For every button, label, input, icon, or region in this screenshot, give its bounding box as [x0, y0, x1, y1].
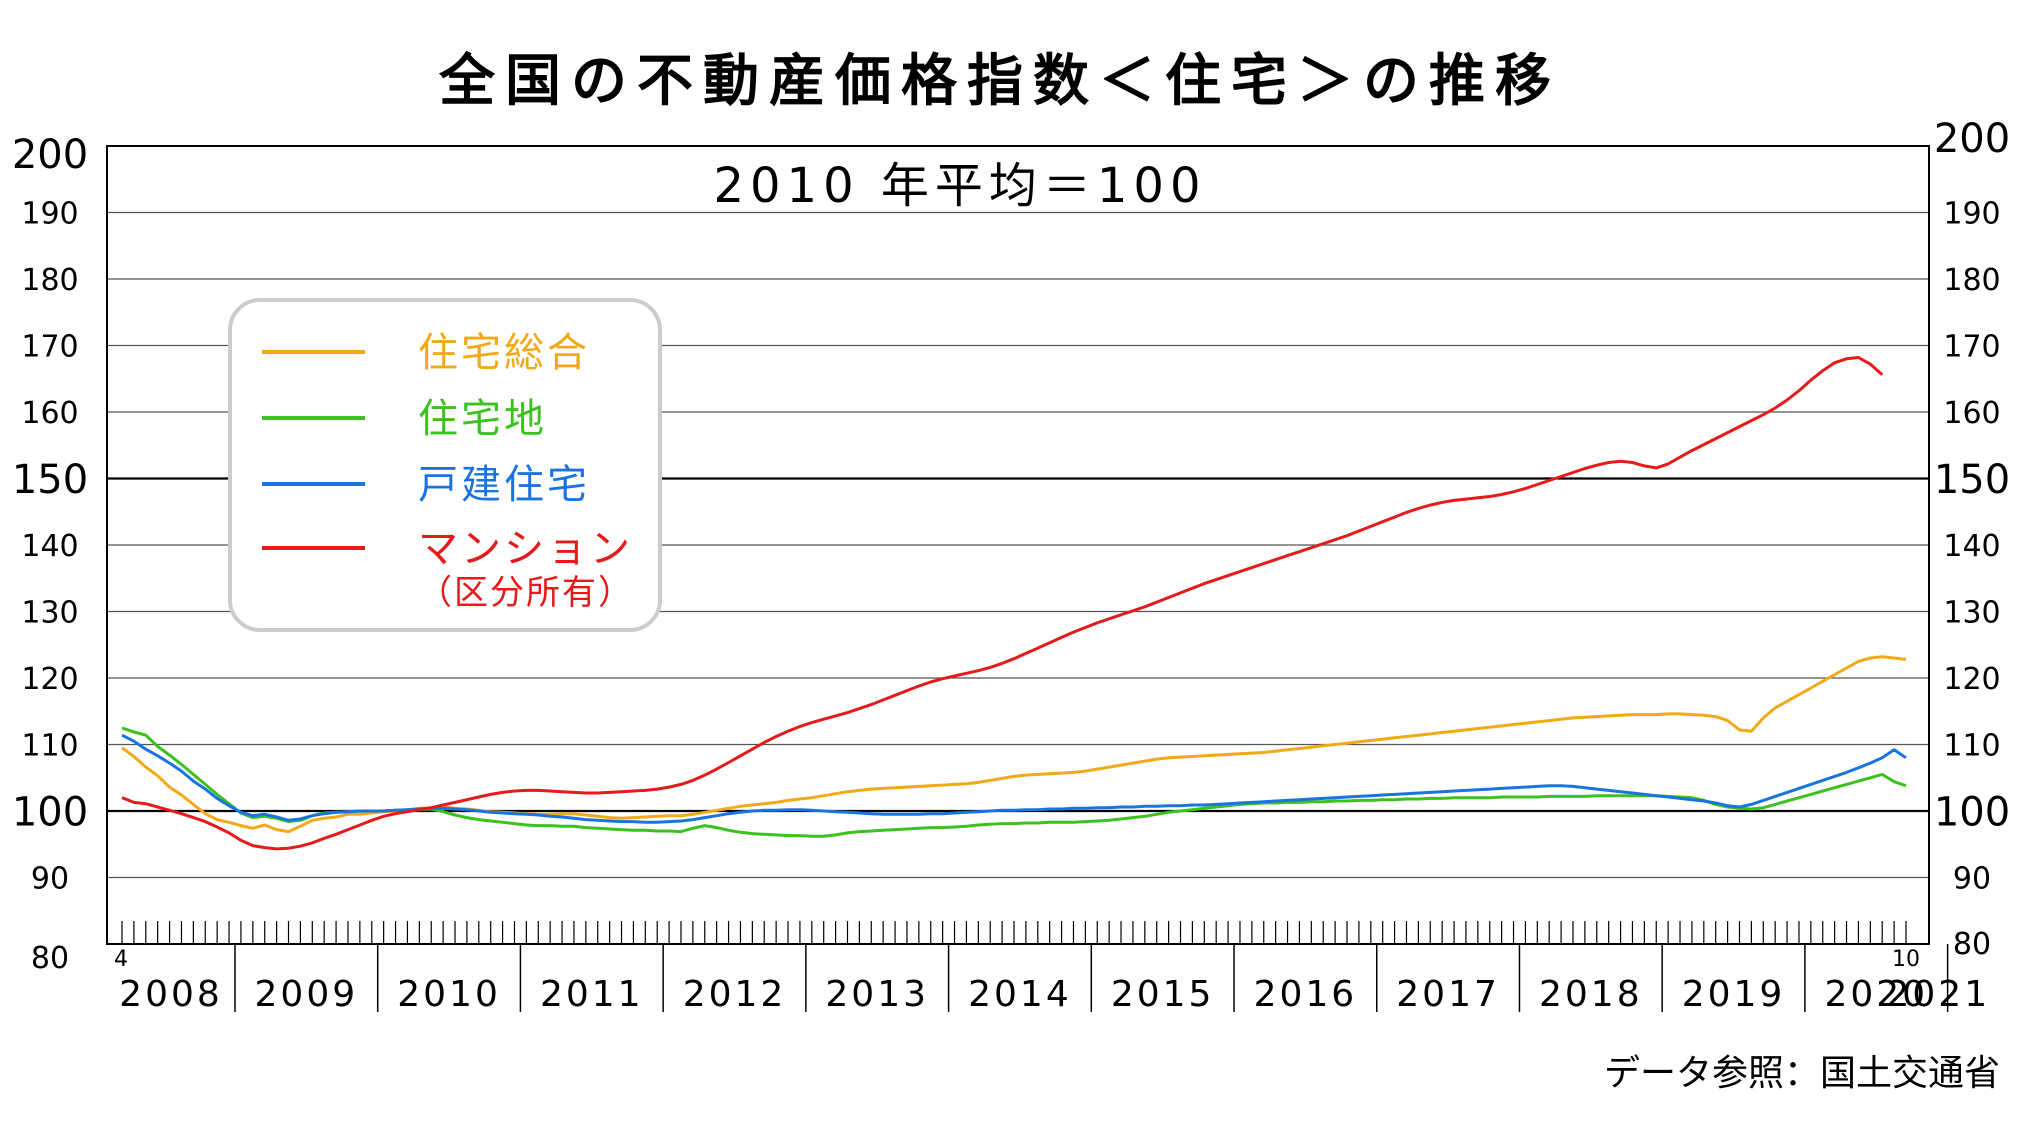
legend-label-3: 戸建住宅	[418, 462, 590, 508]
legend-label-1: 住宅総合	[418, 330, 590, 376]
right-y-axis: 80 90 100 110 120 130 140 150 160 170 180 190 200	[1934, 116, 2010, 962]
year-label-2015: 2015	[1111, 974, 1215, 1015]
y-tick-label-left-190: 190	[21, 196, 78, 231]
x-axis: 2008 2009 2010 2011 2012 2013 2014 2015 2016 2017…	[114, 921, 1991, 1015]
year-label-2011: 2011	[540, 974, 644, 1015]
source-note: データ参照：国土交通省	[1604, 1053, 2000, 1094]
y-tick-label-right-170: 170	[1943, 329, 2000, 364]
y-tick-label-right-150: 150	[1934, 457, 2010, 503]
y-tick-label-left-150: 150	[12, 457, 88, 503]
series-line-4	[121, 356, 1884, 851]
y-tick-label-right-110: 110	[1943, 728, 2000, 763]
legend-label-4: マンション	[418, 526, 633, 572]
y-tick-label-left-180: 180	[21, 263, 78, 298]
year-label-2010: 2010	[397, 974, 501, 1015]
year-label-2008: 2008	[119, 974, 223, 1015]
y-tick-label-left-200: 200	[12, 132, 88, 178]
legend-label-2: 住宅地	[418, 396, 547, 442]
y-tick-label-left-130: 130	[21, 595, 78, 630]
series-lines	[121, 356, 1907, 851]
y-tick-label-right-100: 100	[1934, 789, 2010, 835]
y-tick-label-right-80: 80	[1953, 927, 1991, 962]
year-label-2018: 2018	[1539, 974, 1643, 1015]
y-tick-label-right-160: 160	[1943, 396, 2000, 431]
year-label-2016: 2016	[1254, 974, 1358, 1015]
year-label-2009: 2009	[255, 974, 359, 1015]
y-tick-label-right-140: 140	[1943, 529, 2000, 564]
y-tick-label-left-90: 90	[31, 861, 69, 896]
y-tick-label-left-140: 140	[21, 529, 78, 564]
y-tick-label-right-90: 90	[1953, 861, 1991, 896]
y-tick-label-right-130: 130	[1943, 595, 2000, 630]
plot-frame	[106, 145, 1930, 945]
left-y-axis: 80 90 100 110 120 130 140 150 160 170 180 190 200	[12, 132, 88, 976]
start-month-label: 4	[114, 947, 128, 972]
series-line-3	[121, 733, 1907, 824]
y-tick-label-right-180: 180	[1943, 263, 2000, 298]
y-tick-label-left-170: 170	[21, 329, 78, 364]
chart-title: 全国の不動産価格指数＜住宅＞の推移	[438, 49, 1561, 114]
year-label-2021: 2021	[1887, 974, 1991, 1015]
year-label-2020: 2020	[1824, 974, 1928, 1015]
year-label-2012: 2012	[683, 974, 787, 1015]
y-tick-label-left-160: 160	[21, 396, 78, 431]
chart-subtitle: 2010 年平均＝100	[713, 158, 1206, 214]
y-tick-label-right-190: 190	[1943, 196, 2000, 231]
y-tick-label-left-100: 100	[12, 789, 88, 835]
year-label-2014: 2014	[968, 974, 1072, 1015]
year-label-2017: 2017	[1396, 974, 1500, 1015]
year-label-2013: 2013	[825, 974, 929, 1015]
y-tick-label-right-120: 120	[1943, 662, 2000, 697]
end-month-label: 10	[1892, 947, 1920, 972]
legend-sublabel-4: （区分所有）	[418, 573, 634, 613]
y-tick-label-left-80: 80	[31, 941, 69, 976]
y-tick-label-right-200: 200	[1934, 116, 2010, 162]
year-label-2019: 2019	[1682, 974, 1786, 1015]
y-tick-label-left-120: 120	[21, 662, 78, 697]
y-tick-label-left-110: 110	[21, 728, 78, 763]
